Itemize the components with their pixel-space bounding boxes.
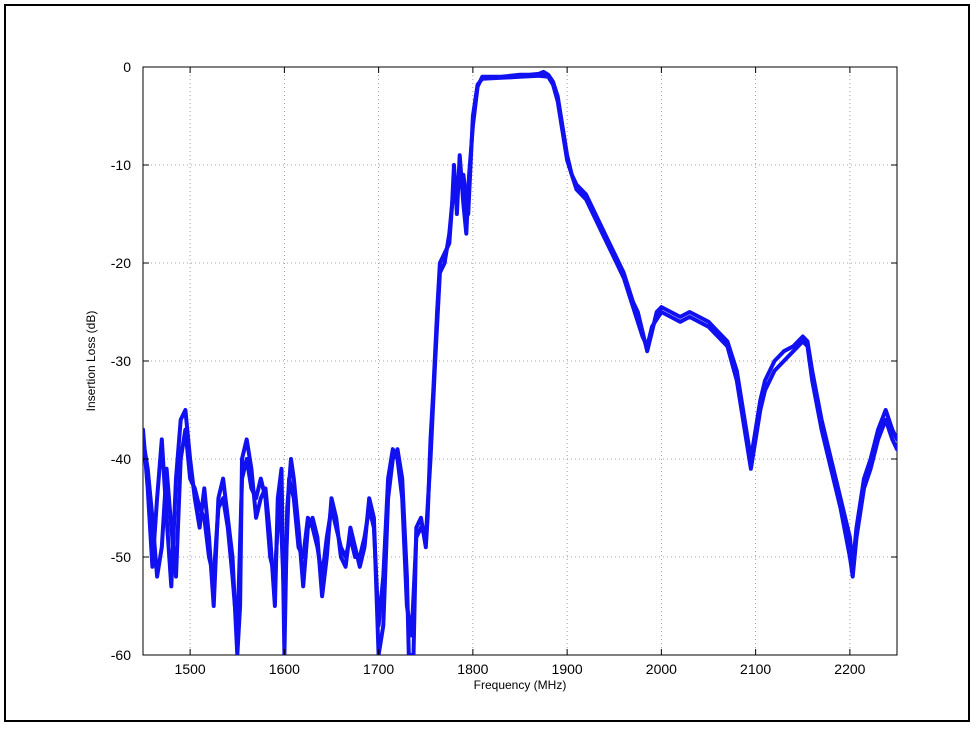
y-axis-label: Insertion Loss (dB) [84,311,98,412]
x-tick-label: 1800 [457,661,488,677]
x-tick-label: 2100 [740,661,771,677]
y-tick-label: -20 [111,255,131,271]
y-tick-label: -30 [111,353,131,369]
x-tick-label: 1500 [175,661,206,677]
y-tick-label: -10 [111,157,131,173]
series-group [143,69,897,655]
y-tick-label: -50 [111,549,131,565]
x-tick-label: 2000 [646,661,677,677]
x-tick-label: 1600 [269,661,300,677]
x-axis-label: Frequency (MHz) [474,678,567,692]
axis-ticks: 1500 1600 1700 1800 1900 2000 2100 2200 0 -10 -20 -… [111,59,897,677]
y-tick-label: 0 [123,59,131,75]
series-line-2 [143,73,897,638]
x-tick-label: 2200 [834,661,865,677]
x-tick-label: 1900 [552,661,583,677]
y-tick-label: -40 [111,451,131,467]
x-tick-label: 1700 [363,661,394,677]
y-tick-label: -60 [111,647,131,663]
